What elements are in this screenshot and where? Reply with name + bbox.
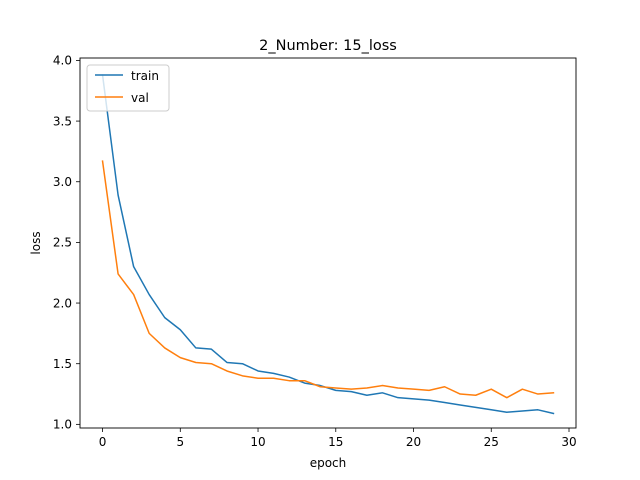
y-axis-ticks: 1.0 1.5 2.0 2.5 3.0 3.5 4.0: [53, 54, 80, 432]
x-tick-label: 15: [328, 435, 343, 449]
x-tick-label: 20: [406, 435, 421, 449]
y-axis-label: loss: [29, 231, 43, 254]
plot-frame: [79, 57, 577, 429]
x-tick-label: 5: [176, 435, 184, 449]
legend-label-val: val: [131, 91, 149, 105]
x-axis-ticks: 0 5 10 15 20 25 30: [99, 428, 577, 449]
series-line-val: [101, 160, 555, 399]
x-tick-label: 0: [99, 435, 107, 449]
y-tick-label: 2.5: [53, 236, 72, 250]
plot-area: [79, 57, 577, 429]
x-tick-label: 10: [250, 435, 265, 449]
x-axis-label: epoch: [310, 456, 347, 470]
y-tick-label: 3.5: [53, 114, 72, 128]
y-tick-label: 1.5: [53, 357, 72, 371]
legend[interactable]: train val: [86, 64, 170, 112]
x-tick-label: 30: [561, 435, 576, 449]
y-tick-label: 3.0: [53, 175, 72, 189]
y-tick-label: 1.0: [53, 418, 72, 432]
legend-box: [86, 64, 170, 112]
series-group: [101, 74, 555, 415]
chart-title: 2_Number: 15_loss: [259, 38, 397, 54]
legend-label-train: train: [131, 69, 159, 83]
y-tick-label: 2.0: [53, 296, 72, 310]
y-tick-label: 4.0: [53, 54, 72, 68]
x-tick-label: 25: [484, 435, 499, 449]
